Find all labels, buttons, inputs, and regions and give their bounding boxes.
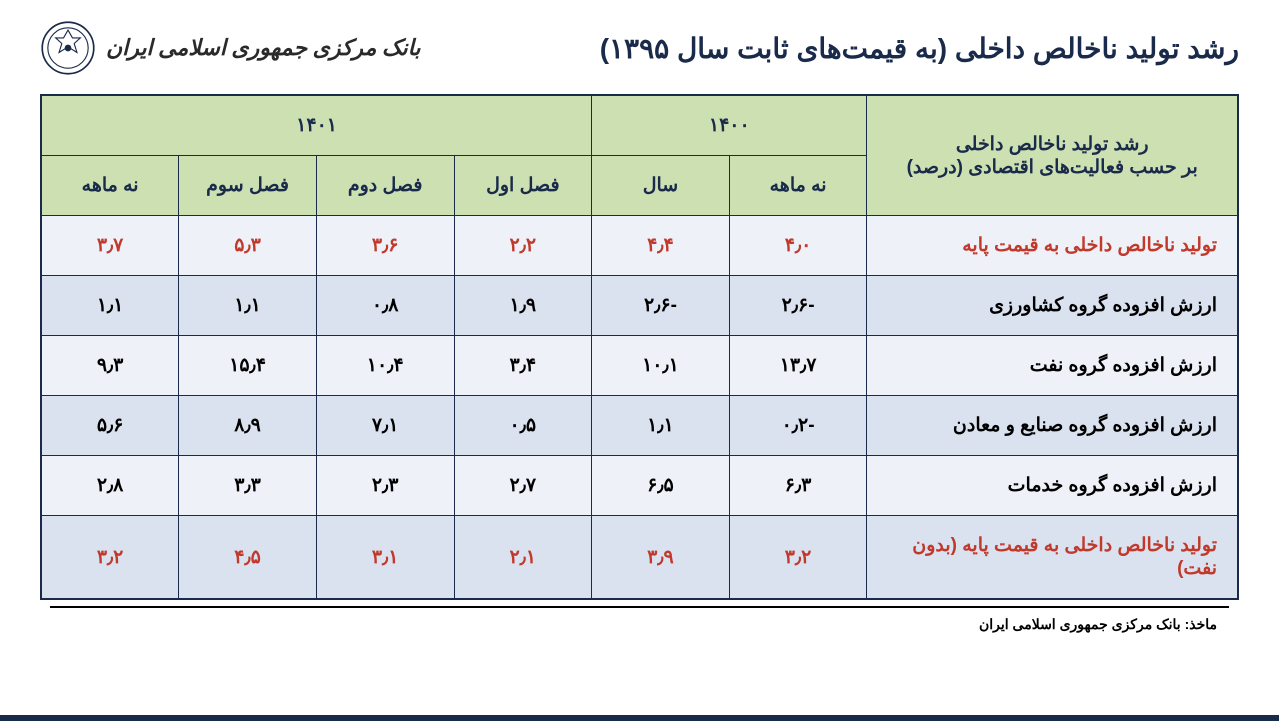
cbi-logo-icon [40,20,96,76]
row-label: تولید ناخالص داخلی به قیمت پایه [867,216,1238,276]
table-row: تولید ناخالص داخلی به قیمت پایه (بدون نف… [41,516,1238,600]
col-1400-nine: نه ماهه [729,156,867,216]
table-container: رشد تولید ناخالص داخلی بر حسب فعالیت‌های… [30,94,1249,633]
col-1401-q2: فصل دوم [316,156,454,216]
year-1400-header: ۱۴۰۰ [592,95,867,156]
cell-1400-nine: -۰٫۲ [729,396,867,456]
cell-1400-year: ۴٫۴ [592,216,730,276]
brand-text: بانک مرکزی جمهوری اسلامی ایران [106,35,421,61]
cell-1401-nine: ۲٫۸ [41,456,179,516]
cell-1401-q2: ۱۰٫۴ [316,336,454,396]
col-1401-q1: فصل اول [454,156,592,216]
row-label: ارزش افزوده گروه کشاورزی [867,276,1238,336]
col-1401-nine: نه ماهه [41,156,179,216]
cell-1401-q3: ۸٫۹ [179,396,317,456]
table-row: ارزش افزوده گروه نفت۱۳٫۷۱۰٫۱۳٫۴۱۰٫۴۱۵٫۴۹… [41,336,1238,396]
cell-1401-q1: ۲٫۲ [454,216,592,276]
cell-1401-nine: ۳٫۷ [41,216,179,276]
cell-1401-q1: ۲٫۷ [454,456,592,516]
bottom-accent-bar [0,715,1279,721]
row-label-header-l1: رشد تولید ناخالص داخلی [956,134,1149,155]
cell-1401-q1: ۳٫۴ [454,336,592,396]
cell-1400-nine: ۱۳٫۷ [729,336,867,396]
cell-1401-nine: ۵٫۶ [41,396,179,456]
row-label: ارزش افزوده گروه نفت [867,336,1238,396]
page-title: رشد تولید ناخالص داخلی (به قیمت‌های ثابت… [600,32,1239,65]
cell-1401-q3: ۱٫۱ [179,276,317,336]
col-1401-q3: فصل سوم [179,156,317,216]
table-row: ارزش افزوده گروه خدمات۶٫۳۶٫۵۲٫۷۲٫۳۳٫۳۲٫۸ [41,456,1238,516]
cell-1400-nine: ۶٫۳ [729,456,867,516]
cell-1400-year: ۳٫۹ [592,516,730,600]
source-note: ماخذ: بانک مرکزی جمهوری اسلامی ایران [50,606,1229,633]
row-label: ارزش افزوده گروه خدمات [867,456,1238,516]
cell-1401-q2: ۳٫۶ [316,216,454,276]
cell-1401-q3: ۱۵٫۴ [179,336,317,396]
cell-1401-q3: ۳٫۳ [179,456,317,516]
table-row: ارزش افزوده گروه کشاورزی-۲٫۶-۲٫۶۱٫۹۰٫۸۱٫… [41,276,1238,336]
gdp-growth-table: رشد تولید ناخالص داخلی بر حسب فعالیت‌های… [40,94,1239,600]
col-1400-year: سال [592,156,730,216]
page: رشد تولید ناخالص داخلی (به قیمت‌های ثابت… [0,0,1279,721]
cell-1401-nine: ۹٫۳ [41,336,179,396]
cell-1400-year: ۶٫۵ [592,456,730,516]
brand: بانک مرکزی جمهوری اسلامی ایران [40,20,421,76]
year-1401-header: ۱۴۰۱ [41,95,592,156]
table-row: تولید ناخالص داخلی به قیمت پایه۴٫۰۴٫۴۲٫۲… [41,216,1238,276]
table-body: تولید ناخالص داخلی به قیمت پایه۴٫۰۴٫۴۲٫۲… [41,216,1238,600]
row-label: تولید ناخالص داخلی به قیمت پایه (بدون نف… [867,516,1238,600]
cell-1401-q3: ۵٫۳ [179,216,317,276]
row-label-header-l2: بر حسب فعالیت‌های اقتصادی (درصد) [907,157,1198,178]
cell-1401-q3: ۴٫۵ [179,516,317,600]
cell-1400-year: ۱٫۱ [592,396,730,456]
table-row: ارزش افزوده گروه صنایع و معادن-۰٫۲۱٫۱۰٫۵… [41,396,1238,456]
cell-1401-q2: ۲٫۳ [316,456,454,516]
cell-1400-year: -۲٫۶ [592,276,730,336]
cell-1400-nine: ۳٫۲ [729,516,867,600]
row-label: ارزش افزوده گروه صنایع و معادن [867,396,1238,456]
cell-1401-q2: ۰٫۸ [316,276,454,336]
cell-1401-q1: ۰٫۵ [454,396,592,456]
cell-1401-q1: ۱٫۹ [454,276,592,336]
header: رشد تولید ناخالص داخلی (به قیمت‌های ثابت… [30,20,1249,94]
cell-1401-q2: ۷٫۱ [316,396,454,456]
row-label-header: رشد تولید ناخالص داخلی بر حسب فعالیت‌های… [867,95,1238,216]
cell-1401-nine: ۱٫۱ [41,276,179,336]
cell-1401-q2: ۳٫۱ [316,516,454,600]
cell-1400-nine: ۴٫۰ [729,216,867,276]
cell-1401-q1: ۲٫۱ [454,516,592,600]
cell-1400-year: ۱۰٫۱ [592,336,730,396]
table-header-row-1: رشد تولید ناخالص داخلی بر حسب فعالیت‌های… [41,95,1238,156]
cell-1400-nine: -۲٫۶ [729,276,867,336]
cell-1401-nine: ۳٫۲ [41,516,179,600]
